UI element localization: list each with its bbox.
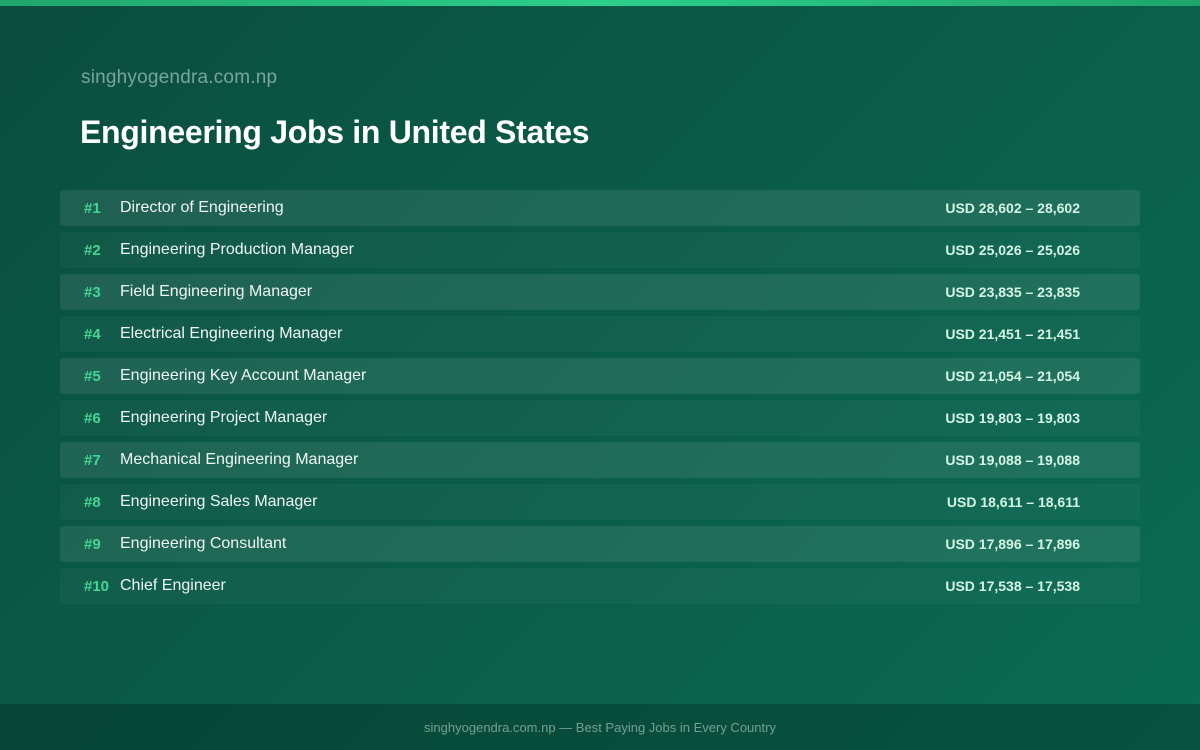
list-item: #3 Field Engineering Manager USD 23,835 … (60, 274, 1140, 310)
job-rank: #7 (84, 451, 101, 469)
job-rank: #6 (84, 409, 101, 427)
job-rank: #1 (84, 199, 101, 217)
page-title: Engineering Jobs in United States (80, 114, 590, 150)
job-salary: USD 17,896 – 17,896 (945, 536, 1080, 552)
job-salary: USD 25,026 – 25,026 (945, 242, 1080, 258)
job-rank: #9 (84, 535, 101, 553)
list-item: #6 Engineering Project Manager USD 19,80… (60, 400, 1140, 436)
job-title: Director of Engineering (120, 199, 284, 216)
job-salary: USD 21,451 – 21,451 (945, 326, 1080, 342)
job-rank: #2 (84, 241, 101, 259)
list-item: #1 Director of Engineering USD 28,602 – … (60, 190, 1140, 226)
list-item: #9 Engineering Consultant USD 17,896 – 1… (60, 526, 1140, 562)
list-item: #5 Engineering Key Account Manager USD 2… (60, 358, 1140, 394)
job-rank: #3 (84, 283, 101, 301)
list-item: #8 Engineering Sales Manager USD 18,611 … (60, 484, 1140, 520)
job-salary: USD 23,835 – 23,835 (945, 284, 1080, 300)
job-title: Electrical Engineering Manager (120, 325, 343, 342)
list-item: #7 Mechanical Engineering Manager USD 19… (60, 442, 1140, 478)
job-list: #1 Director of Engineering USD 28,602 – … (60, 190, 1140, 610)
site-name: singhyogendra.com.np (81, 67, 278, 88)
list-item: #4 Electrical Engineering Manager USD 21… (60, 316, 1140, 352)
list-item: #2 Engineering Production Manager USD 25… (60, 232, 1140, 268)
job-salary: USD 18,611 – 18,611 (946, 494, 1080, 510)
job-salary: USD 19,088 – 19,088 (945, 452, 1080, 468)
job-title: Field Engineering Manager (120, 283, 313, 300)
job-salary: USD 17,538 – 17,538 (945, 578, 1080, 594)
list-item: #10 Chief Engineer USD 17,538 – 17,538 (60, 568, 1140, 604)
job-salary: USD 28,602 – 28,602 (945, 200, 1080, 216)
job-title: Chief Engineer (120, 577, 226, 594)
job-salary: USD 21,054 – 21,054 (945, 368, 1080, 384)
job-rank: #8 (84, 493, 101, 511)
job-title: Mechanical Engineering Manager (120, 451, 359, 468)
job-title: Engineering Key Account Manager (120, 367, 367, 384)
job-title: Engineering Production Manager (120, 241, 354, 258)
job-rank: #5 (84, 367, 101, 385)
footer: singhyogendra.com.np — Best Paying Jobs … (0, 704, 1200, 750)
footer-text: singhyogendra.com.np — Best Paying Jobs … (424, 719, 776, 735)
job-title: Engineering Consultant (120, 535, 287, 552)
job-title: Engineering Project Manager (120, 409, 328, 426)
job-rank: #10 (84, 577, 110, 595)
job-rank: #4 (84, 325, 101, 343)
top-accent-bar (0, 0, 1200, 6)
job-title: Engineering Sales Manager (120, 493, 318, 510)
job-salary: USD 19,803 – 19,803 (945, 410, 1080, 426)
